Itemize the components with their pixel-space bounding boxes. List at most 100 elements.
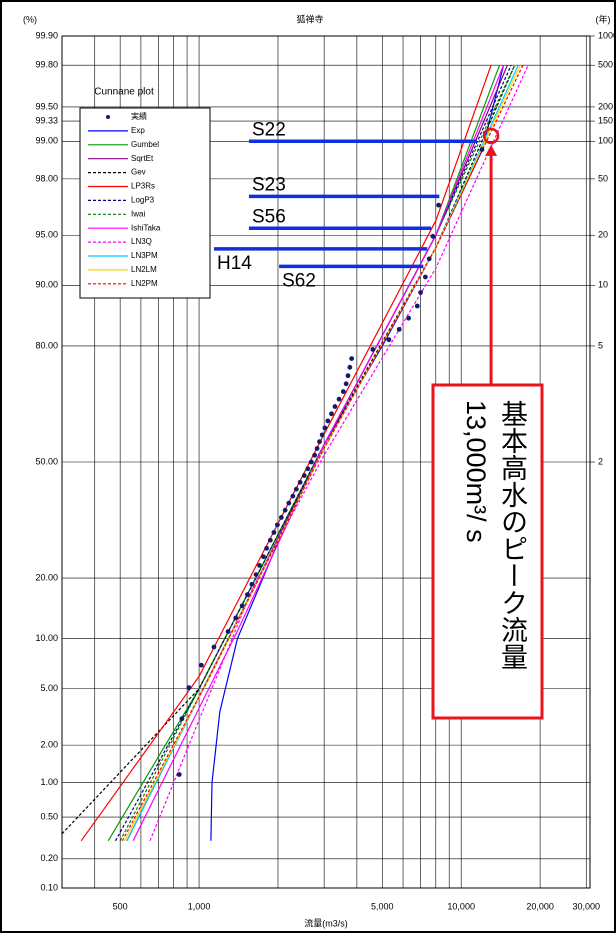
x-tick-label: 30,000 (573, 901, 601, 911)
y-tick-label: 80.00 (35, 340, 58, 350)
observed-point (233, 615, 239, 621)
y-tick-label: 5.00 (40, 683, 58, 693)
observed-point (198, 662, 204, 668)
observed-point (319, 432, 325, 438)
callout-arrowhead (485, 144, 498, 156)
observed-point (422, 274, 428, 280)
legend-label: Gev (131, 168, 146, 177)
observed-point (312, 452, 318, 458)
event-label: S23 (252, 174, 286, 195)
observed-point (406, 315, 411, 321)
y2-tick-label: 150 (598, 115, 613, 125)
observed-point (293, 486, 299, 492)
observed-point (239, 603, 245, 609)
legend-label: LP3Rs (131, 182, 155, 191)
y-tick-label: 0.50 (40, 811, 58, 821)
observed-point (186, 685, 192, 691)
observed-point (322, 425, 328, 431)
observed-point (245, 592, 250, 598)
y-tick-label: 10.00 (35, 633, 58, 643)
y-tick-label: 0.10 (40, 882, 58, 892)
observed-point (386, 337, 392, 343)
legend-label: LN3Q (131, 237, 152, 246)
event-label: S62 (282, 270, 316, 291)
plot-frame (61, 35, 591, 889)
y-tick-label: 99.00 (35, 136, 58, 146)
fit-line (62, 64, 516, 835)
y2-tick-label: 100 (598, 136, 613, 146)
legend-label: 実績 (131, 111, 147, 121)
y-tick-label: 99.50 (35, 101, 58, 111)
observed-point (301, 473, 307, 478)
y-tick-label: 95.00 (35, 230, 58, 240)
observed-point (179, 716, 185, 722)
event-label: S56 (252, 206, 286, 227)
callout-text: 13,000m³/ s (461, 400, 491, 543)
legend-label: Exp (131, 126, 145, 135)
fit-line (132, 64, 505, 842)
observed-point (347, 364, 353, 370)
y-tick-label: 98.00 (35, 173, 58, 183)
observed-point (325, 418, 331, 424)
observed-point (436, 202, 442, 208)
event-label: H14 (217, 253, 252, 274)
legend: 実績 Exp Gumbel SqrtEt Gev LP3Rs LogP3 Iwai IshiTa… (88, 111, 161, 288)
fit-line (121, 64, 524, 842)
observed-point (345, 373, 351, 379)
events: S22 S23 S56 H14 S62 (213, 119, 478, 291)
x-tick-label: 1,000 (188, 901, 211, 911)
x-tick-label: 5,000 (371, 901, 394, 911)
callout-box (431, 383, 544, 720)
x-tick-label: 500 (113, 901, 128, 911)
observed-point (430, 233, 436, 239)
y2-tick-label: 50 (598, 173, 608, 183)
legend-title: Cunnane plot (94, 87, 154, 98)
y2-tick-label: 5 (598, 340, 603, 350)
observed-point (396, 326, 402, 332)
y-tick-label: 20.00 (35, 572, 58, 582)
legend-label: IshiTaka (131, 223, 161, 232)
x-axis-label: 流量(m3/s) (304, 917, 348, 928)
plot-lines (62, 64, 529, 842)
y2-tick-label: 200 (598, 101, 613, 111)
observed-point (479, 147, 485, 152)
observed-point (317, 439, 322, 445)
observed-point (290, 493, 296, 499)
y2-tick-label: 1000 (598, 30, 616, 40)
legend-label: LN3PM (131, 251, 158, 260)
observed-point (370, 346, 376, 352)
legend-box (79, 107, 211, 299)
observed-point (278, 515, 284, 520)
observed-point (282, 507, 288, 513)
y-tick-label: 99.33 (35, 115, 58, 125)
observed-point (225, 629, 231, 634)
legend-label: LogP3 (131, 196, 155, 205)
observed-point (267, 537, 273, 543)
observed-point (275, 522, 280, 528)
observed-point (418, 290, 423, 295)
y-tick-label: 2.00 (40, 739, 58, 749)
legend-marker (106, 115, 110, 119)
y-tick-label: 1.00 (40, 777, 58, 787)
event-label: S22 (252, 119, 286, 140)
y2-tick-label: 10 (598, 280, 608, 290)
observed-point (253, 572, 259, 578)
observed-point (349, 356, 355, 361)
observed-point (271, 530, 277, 535)
legend-label: LN2PM (131, 279, 158, 288)
callout-text: 基本高水のピーク流量 (497, 400, 528, 670)
y2-unit: (年) (596, 13, 611, 24)
x-tick-label: 10,000 (447, 901, 475, 911)
observed-point (257, 563, 262, 568)
y2-tick-label: 500 (598, 60, 613, 70)
observed-point (329, 411, 334, 417)
observed-point (308, 459, 314, 465)
y-unit: (%) (23, 14, 37, 24)
observed-point (264, 545, 270, 551)
x-tick-label: 20,000 (526, 901, 554, 911)
observed-point (249, 581, 255, 587)
y2-tick-label: 20 (598, 230, 608, 240)
